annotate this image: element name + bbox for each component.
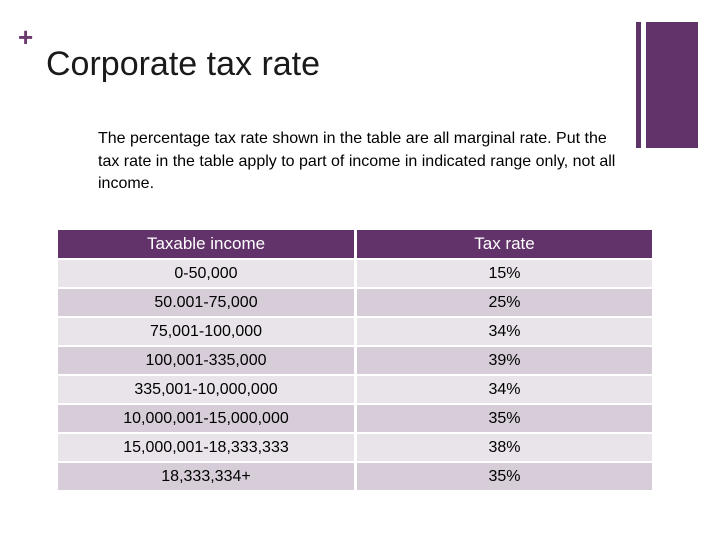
income-cell: 50.001-75,000 <box>58 289 357 318</box>
slide-title: Corporate tax rate <box>46 45 321 83</box>
table-row: 18,333,334+ 35% <box>58 463 652 492</box>
accent-bar-thick <box>646 22 698 148</box>
rate-cell: 34% <box>357 318 652 347</box>
intro-paragraph: The percentage tax rate shown in the tab… <box>98 130 616 192</box>
table-row: 50.001-75,000 25% <box>58 289 652 318</box>
rate-cell: 39% <box>357 347 652 376</box>
rate-cell: 35% <box>357 405 652 434</box>
rate-cell: 38% <box>357 434 652 463</box>
table-row: 0-50,000 15% <box>58 260 652 289</box>
table-row: 335,001-10,000,000 34% <box>58 376 652 405</box>
rate-cell: 34% <box>357 376 652 405</box>
header-tax-rate: Tax rate <box>357 230 652 260</box>
rate-cell: 15% <box>357 260 652 289</box>
income-cell: 335,001-10,000,000 <box>58 376 357 405</box>
rate-cell: 35% <box>357 463 652 492</box>
rate-cell: 25% <box>357 289 652 318</box>
income-cell: 100,001-335,000 <box>58 347 357 376</box>
plus-icon: + <box>18 22 34 52</box>
accent-bar-thin <box>636 22 641 148</box>
income-cell: 0-50,000 <box>58 260 357 289</box>
income-cell: 75,001-100,000 <box>58 318 357 347</box>
tax-rate-table: Taxable income Tax rate 0-50,000 15% 50.… <box>58 230 652 492</box>
header-taxable-income: Taxable income <box>58 230 357 260</box>
income-cell: 10,000,001-15,000,000 <box>58 405 357 434</box>
table-row: 10,000,001-15,000,000 35% <box>58 405 652 434</box>
table-row: 75,001-100,000 34% <box>58 318 652 347</box>
table-row: 15,000,001-18,333,333 38% <box>58 434 652 463</box>
table-header-row: Taxable income Tax rate <box>58 230 652 260</box>
income-cell: 18,333,334+ <box>58 463 357 492</box>
table-row: 100,001-335,000 39% <box>58 347 652 376</box>
income-cell: 15,000,001-18,333,333 <box>58 434 357 463</box>
